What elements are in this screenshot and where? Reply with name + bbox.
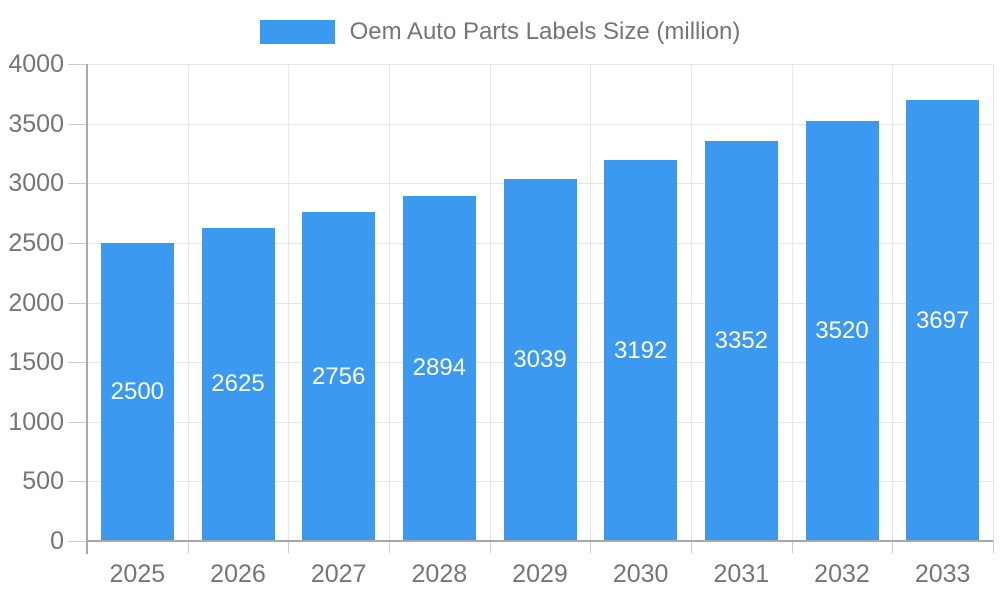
y-axis-tick (68, 123, 87, 125)
gridline-horizontal (87, 123, 993, 125)
y-axis-label: 1000 (8, 407, 64, 436)
bar-value-label: 3352 (714, 327, 769, 355)
x-axis-label: 2025 (109, 560, 166, 588)
x-axis-tick (187, 541, 189, 553)
x-axis-tick (993, 541, 994, 553)
legend-swatch (259, 20, 335, 44)
y-axis-tick (68, 64, 87, 65)
gridline-vertical (892, 64, 894, 541)
x-axis-tick (892, 541, 894, 553)
legend-item[interactable]: Oem Auto Parts Labels Size (million) (259, 18, 741, 46)
gridline-vertical (993, 64, 994, 541)
bar-2033[interactable]: 3697 (906, 100, 980, 541)
y-axis-label: 1500 (8, 348, 64, 377)
y-axis-label: 3000 (8, 169, 64, 198)
x-axis-tick (590, 541, 592, 553)
y-axis-label: 3500 (8, 109, 64, 138)
y-axis-tick (68, 541, 87, 542)
bar-2028[interactable]: 2894 (402, 195, 476, 541)
y-axis-label: 2000 (8, 288, 64, 317)
bar-value-label: 2894 (412, 354, 467, 382)
y-axis-tick (68, 362, 87, 364)
y-axis-tick (68, 302, 87, 304)
x-axis-label: 2031 (713, 560, 770, 588)
y-axis-tick (68, 183, 87, 185)
gridline-vertical (791, 64, 793, 541)
bar-2026[interactable]: 2625 (201, 227, 275, 541)
bar-2030[interactable]: 3192 (604, 160, 678, 541)
x-axis-label: 2027 (310, 560, 367, 588)
bar-2027[interactable]: 2756 (302, 212, 376, 541)
y-axis-label: 2500 (8, 228, 64, 257)
y-axis-label: 500 (22, 467, 64, 496)
bar-value-label: 3697 (915, 306, 970, 334)
gridline-vertical (389, 64, 390, 541)
gridline-vertical (691, 64, 692, 541)
bar-value-label: 3520 (815, 317, 869, 345)
x-axis-label: 2026 (210, 560, 266, 588)
y-axis-label: 0 (50, 527, 64, 555)
x-axis-label: 2032 (814, 560, 870, 588)
y-axis-line (86, 64, 88, 554)
x-axis-label: 2028 (411, 560, 468, 588)
bar-2032[interactable]: 3520 (805, 121, 879, 541)
y-axis-tick (68, 481, 87, 483)
x-axis-label: 2033 (914, 560, 971, 588)
bar-2029[interactable]: 3039 (503, 178, 577, 541)
x-axis-line (87, 540, 993, 542)
bar-2031[interactable]: 3352 (704, 141, 778, 541)
x-axis-tick (791, 541, 793, 553)
gridline-vertical (489, 64, 491, 541)
legend-label: Oem Auto Parts Labels Size (million) (349, 18, 741, 45)
y-axis-tick (68, 421, 87, 423)
bar-value-label: 2625 (211, 370, 265, 398)
bar-value-label: 3192 (613, 336, 668, 364)
x-axis-tick (389, 541, 390, 553)
gridline-vertical (288, 64, 290, 541)
bar-value-label: 2756 (311, 362, 366, 390)
x-axis-label: 2029 (512, 560, 568, 588)
x-axis-tick (691, 541, 692, 553)
bar-2025[interactable]: 2500 (100, 242, 174, 541)
bar-value-label: 2500 (110, 377, 165, 405)
gridline-vertical (187, 64, 189, 541)
y-axis-tick (68, 242, 87, 244)
x-axis-tick (288, 541, 290, 553)
x-axis-tick (489, 541, 491, 553)
y-axis-label: 4000 (8, 50, 64, 78)
chart-legend: Oem Auto Parts Labels Size (million) (0, 18, 1000, 46)
x-axis-label: 2030 (612, 560, 669, 588)
gridline-vertical (590, 64, 592, 541)
gridline-horizontal (87, 64, 993, 65)
bar-value-label: 3039 (513, 345, 567, 373)
